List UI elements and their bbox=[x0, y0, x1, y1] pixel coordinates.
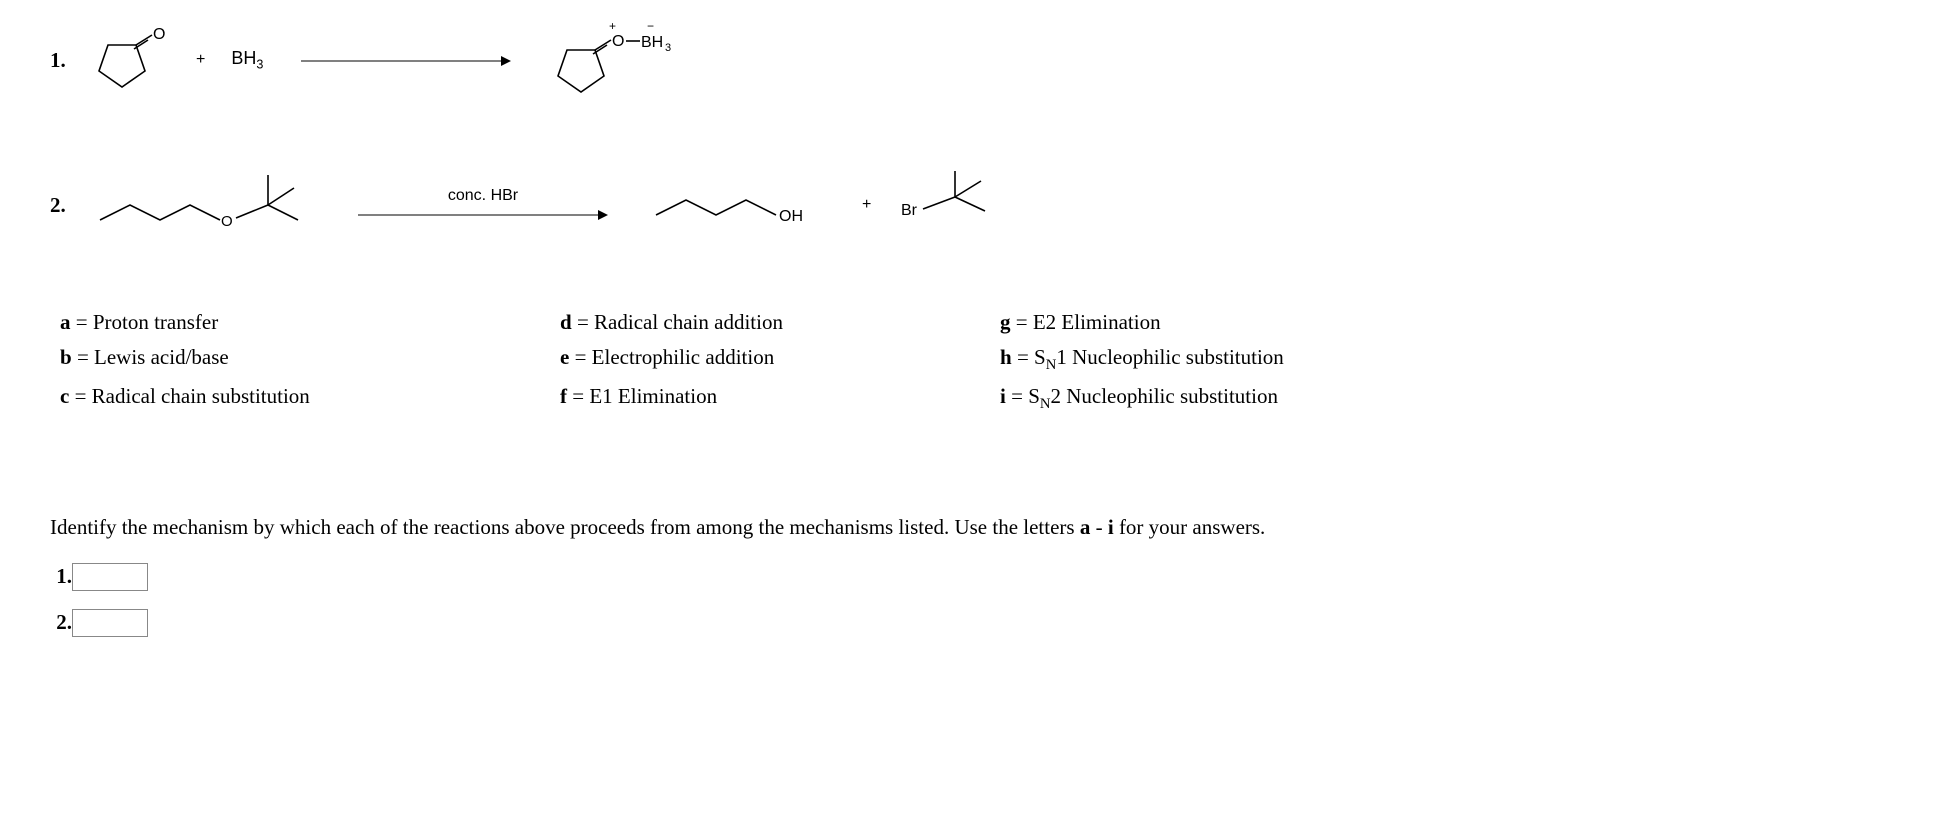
reaction-2-body: O conc. HBr OH + Br bbox=[90, 160, 1027, 250]
ether-start-icon: O bbox=[90, 160, 320, 250]
page: 1. O + BH3 bbox=[0, 0, 1950, 637]
arrow-icon bbox=[358, 207, 608, 223]
key-d: d = Radical chain addition bbox=[560, 310, 980, 335]
key-g: g = E2 Elimination bbox=[1000, 310, 1420, 335]
plus-sign: + bbox=[196, 51, 205, 69]
answer-2-input[interactable] bbox=[72, 609, 148, 637]
svg-text:Br: Br bbox=[901, 202, 918, 219]
svg-text:BH: BH bbox=[641, 34, 663, 51]
cyclopentanone-bh3-adduct-icon: O + BH 3 − bbox=[549, 20, 699, 100]
key-h: h = SN1 Nucleophilic substitution bbox=[1000, 345, 1420, 374]
instruction-text: Identify the mechanism by which each of … bbox=[50, 513, 1900, 542]
alcohol-product-icon: OH bbox=[646, 175, 836, 235]
key-a: a = Proton transfer bbox=[60, 310, 540, 335]
answers: 1. 2. bbox=[50, 563, 1900, 637]
svg-text:OH: OH bbox=[779, 208, 803, 225]
answer-row-2: 2. bbox=[50, 609, 1900, 637]
reaction-1-number: 1. bbox=[50, 48, 90, 73]
arrow-icon bbox=[301, 53, 511, 69]
mechanism-key: a = Proton transfer d = Radical chain ad… bbox=[60, 310, 1900, 413]
answer-1-number: 1. bbox=[50, 564, 72, 589]
svg-text:−: − bbox=[647, 19, 654, 33]
bh3-label: BH3 bbox=[231, 48, 263, 72]
reaction-2: 2. O conc. HBr OH bbox=[50, 160, 1900, 250]
tbu-br-icon: Br bbox=[897, 165, 1027, 245]
answer-row-1: 1. bbox=[50, 563, 1900, 591]
svg-text:O: O bbox=[612, 33, 624, 50]
key-i: i = SN2 Nucleophilic substitution bbox=[1000, 384, 1420, 413]
reaction-2-number: 2. bbox=[50, 193, 90, 218]
answer-2-number: 2. bbox=[50, 610, 72, 635]
answer-1-input[interactable] bbox=[72, 563, 148, 591]
key-f: f = E1 Elimination bbox=[560, 384, 980, 413]
key-b: b = Lewis acid/base bbox=[60, 345, 540, 374]
svg-text:O: O bbox=[221, 213, 233, 230]
plus-sign-2: + bbox=[862, 196, 871, 214]
key-e: e = Electrophilic addition bbox=[560, 345, 980, 374]
arrow-1 bbox=[301, 51, 511, 69]
key-c: c = Radical chain substitution bbox=[60, 384, 540, 413]
reaction-1: 1. O + BH3 bbox=[50, 20, 1900, 100]
svg-text:+: + bbox=[609, 19, 616, 33]
arrow-2-label: conc. HBr bbox=[448, 187, 518, 205]
cyclopentanone-icon: O bbox=[90, 25, 170, 95]
svg-text:3: 3 bbox=[665, 42, 671, 54]
arrow-2: conc. HBr bbox=[358, 187, 608, 223]
reaction-1-body: O + BH3 O + BH 3 − bbox=[90, 20, 699, 100]
svg-text:O: O bbox=[153, 26, 165, 43]
